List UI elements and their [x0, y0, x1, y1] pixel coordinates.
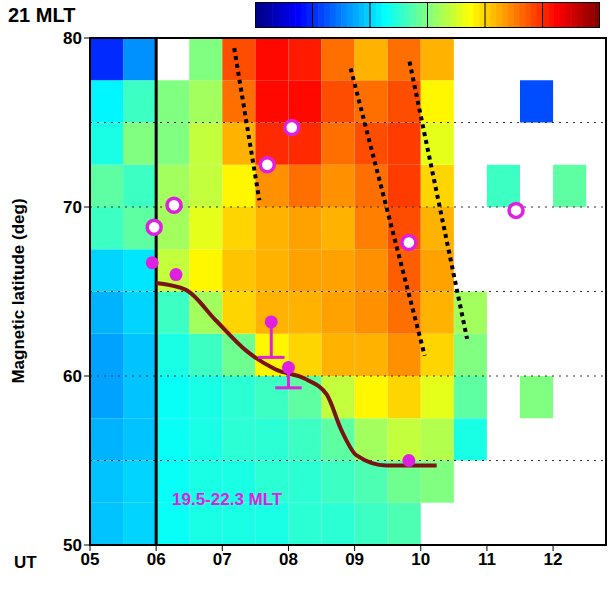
svg-text:09: 09 [345, 550, 364, 569]
svg-text:60: 60 [63, 367, 82, 386]
html-text:Magnetic latitude (deg): Magnetic latitude (deg) [9, 198, 28, 384]
svg-text:70: 70 [63, 198, 82, 217]
svg-text:80: 80 [63, 29, 82, 48]
svg-text:11: 11 [478, 550, 496, 569]
html-text:UT: UT [14, 553, 37, 572]
svg-text:10: 10 [411, 550, 430, 569]
svg-text:06: 06 [147, 550, 166, 569]
html-text:21 MLT: 21 MLT [8, 4, 76, 26]
svg-text:50: 50 [63, 536, 82, 555]
svg-text:08: 08 [279, 550, 298, 569]
svg-text:07: 07 [213, 550, 232, 569]
svg-text:05: 05 [81, 550, 100, 569]
html-text:19.5-22.3 MLT: 19.5-22.3 MLT [172, 490, 283, 509]
svg-text:12: 12 [544, 550, 563, 569]
